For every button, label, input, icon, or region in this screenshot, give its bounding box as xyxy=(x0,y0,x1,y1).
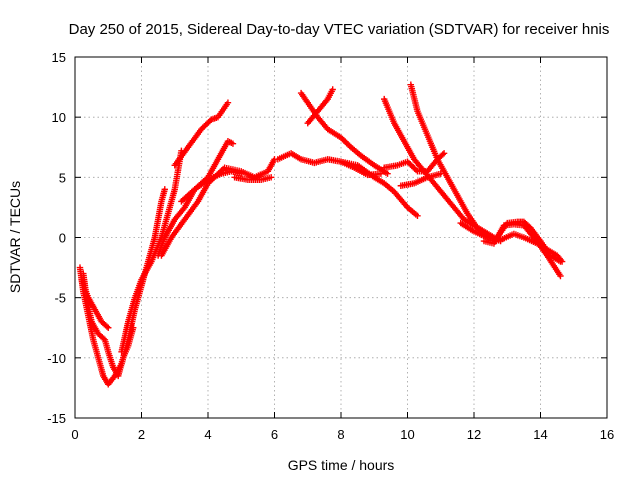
data-point-marker xyxy=(557,272,564,280)
data-point-marker xyxy=(412,166,420,174)
x-tick-label: 6 xyxy=(271,427,278,442)
data-point-marker xyxy=(439,151,446,158)
x-tick-label: 8 xyxy=(337,427,344,442)
series-track-11 xyxy=(297,89,391,177)
data-point-marker xyxy=(384,170,391,177)
series-track-14 xyxy=(381,95,498,241)
data-point-marker xyxy=(105,324,112,331)
series-track-3 xyxy=(78,276,112,331)
y-tick-label: 15 xyxy=(52,50,66,65)
y-tick-label: -5 xyxy=(54,291,66,306)
data-point-marker xyxy=(329,86,336,93)
y-tick-label: -10 xyxy=(47,351,66,366)
x-tick-label: 10 xyxy=(400,427,414,442)
data-point-marker xyxy=(557,258,564,265)
series-track-12 xyxy=(304,86,336,127)
series-track-17 xyxy=(397,170,444,189)
x-axis-label: GPS time / hours xyxy=(288,457,395,473)
data-point-marker xyxy=(267,174,275,181)
series-track-20 xyxy=(494,218,564,265)
data-point-marker xyxy=(437,170,444,177)
x-tick-label: 16 xyxy=(600,427,614,442)
data-point-marker xyxy=(103,323,111,330)
series-track-16 xyxy=(381,150,448,175)
axis-ticks: 0 2 4 6 8 10 12 14 16 15 10 5 0 -5 -10 -15 xyxy=(47,50,614,442)
data-point-marker xyxy=(100,335,107,342)
data-point-marker xyxy=(414,212,421,220)
x-tick-label: 12 xyxy=(467,427,481,442)
y-axis-label: SDTVAR / TECUs xyxy=(7,181,23,293)
series-track-4 xyxy=(118,147,185,356)
series-track-13 xyxy=(337,158,421,220)
series-track-9 xyxy=(231,174,275,183)
y-tick-label: 10 xyxy=(52,110,66,125)
data-point-marker xyxy=(440,150,448,157)
data-point-marker xyxy=(229,140,237,147)
x-tick-label: 0 xyxy=(71,427,78,442)
x-tick-label: 14 xyxy=(533,427,547,442)
data-point-marker xyxy=(129,324,137,331)
y-tick-label: -15 xyxy=(47,411,66,426)
data-point-marker xyxy=(238,170,245,177)
data-series xyxy=(76,81,566,388)
data-point-marker xyxy=(224,99,232,106)
series-track-8 xyxy=(171,99,232,169)
x-tick-label: 4 xyxy=(204,427,211,442)
series-track-7 xyxy=(178,168,245,205)
x-tick-label: 2 xyxy=(138,427,145,442)
data-point-marker xyxy=(161,186,168,193)
y-tick-label: 0 xyxy=(59,231,66,246)
series-track-15 xyxy=(407,81,504,245)
y-tick-label: 5 xyxy=(59,170,66,185)
series-track-6 xyxy=(158,156,278,259)
chart-title: Day 250 of 2015, Sidereal Day-to-day VTE… xyxy=(69,21,610,38)
